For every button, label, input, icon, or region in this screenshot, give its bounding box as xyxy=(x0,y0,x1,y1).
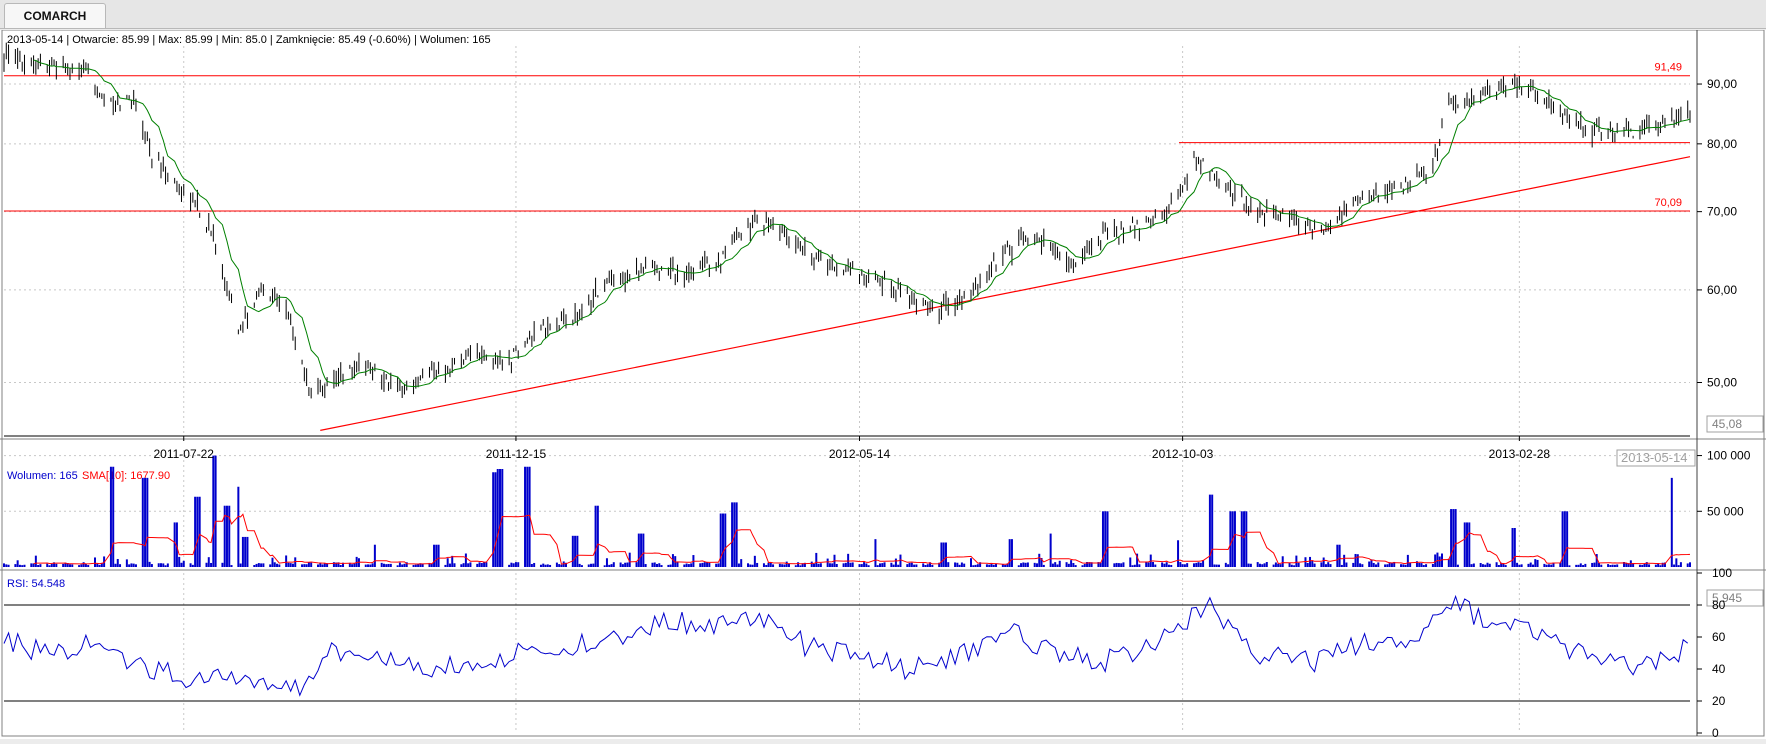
volume-sma-label: SMA[10]: 1677.90 xyxy=(82,470,170,482)
rsi-y-tick-label-0: 0 xyxy=(1712,726,1719,739)
rsi-label: RSI: 54.548 xyxy=(7,578,65,590)
tab-comarch[interactable]: COMARCH xyxy=(4,3,106,28)
price-y-tick-label-0: 50,00 xyxy=(1707,376,1737,390)
current-price-box xyxy=(1706,415,1764,433)
volume-label: Wolumen: 165 xyxy=(7,470,78,482)
x-tick-label-1: 2011-12-15 xyxy=(486,447,547,461)
rsi-line-group xyxy=(3,594,1690,702)
rsi-y-tick-label-5: 100 xyxy=(1712,566,1732,580)
volume-sma-line xyxy=(33,513,1691,565)
chart-svg: 2013-05-14 | Otwarcie: 85.99 | Max: 85.9… xyxy=(0,29,1766,740)
chart-frame xyxy=(1,29,1765,737)
price-y-tick-label-2: 70,00 xyxy=(1707,205,1737,219)
rsi-y-tick-label-2: 40 xyxy=(1712,662,1726,676)
volume-bars xyxy=(3,455,1691,567)
price-levels: 91,49 70,09 xyxy=(4,62,1691,431)
rsi-y-tick-label-1: 20 xyxy=(1712,694,1726,708)
price-sma xyxy=(33,59,1691,388)
volume-y-tick-label-0: 50 000 xyxy=(1707,504,1744,518)
current-price-label: 45,08 xyxy=(1712,417,1742,431)
price-y-tick-label-1: 60,00 xyxy=(1707,283,1737,297)
x-tick-label-3: 2012-10-03 xyxy=(1152,447,1214,461)
volume-y-tick-label-1: 100 000 xyxy=(1707,449,1751,463)
price-y-tick-label-4: 90,00 xyxy=(1707,77,1737,91)
last-date-label: 2013-05-14 xyxy=(1621,450,1688,465)
chart-stage: 2013-05-14 | Otwarcie: 85.99 | Max: 85.9… xyxy=(0,29,1766,740)
price-info-label: 2013-05-14 | Otwarcie: 85.99 | Max: 85.9… xyxy=(7,34,491,46)
price-sma-line xyxy=(33,59,1691,388)
x-tick-label-0: 2011-07-22 xyxy=(153,447,214,461)
axis-labels: 2011-07-22 2011-12-15 2012-05-14 2012-10-03… xyxy=(4,77,1751,740)
grid xyxy=(4,46,1690,733)
price-y-tick-label-3: 80,00 xyxy=(1707,137,1737,151)
rsi-y-tick-label-4: 80 xyxy=(1712,598,1726,612)
trend-line xyxy=(320,156,1691,431)
x-tick-label-2: 2012-05-14 xyxy=(829,447,891,461)
x-tick-label-4: 2013-02-28 xyxy=(1489,447,1551,461)
last-date-box xyxy=(1616,449,1696,467)
current-volume-box xyxy=(1706,589,1764,607)
price-bars xyxy=(3,42,1691,399)
rsi-y-tick-label-3: 60 xyxy=(1712,630,1726,644)
rsi-line xyxy=(3,594,1689,697)
price-level-label-1: 70,09 xyxy=(1654,197,1682,209)
price-level-label-0: 91,49 xyxy=(1654,62,1682,74)
current-volume-label: 5 945 xyxy=(1712,591,1742,605)
tab-bar: COMARCH xyxy=(0,0,1766,29)
